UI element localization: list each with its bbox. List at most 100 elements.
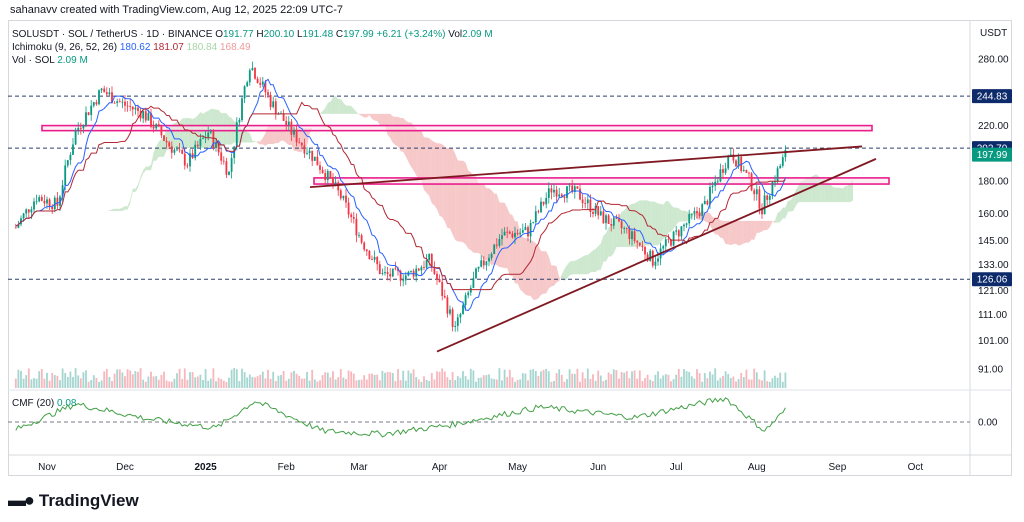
price-label-text: 197.99 — [977, 150, 1008, 161]
candle-body — [298, 142, 301, 144]
upper-trendline — [309, 145, 863, 189]
volume-bar — [124, 376, 126, 388]
candle-body — [165, 140, 168, 143]
volume-bar — [267, 369, 269, 388]
candle-body — [308, 150, 311, 154]
volume-bar — [345, 379, 347, 388]
volume-bar — [121, 372, 124, 388]
cloud-segment — [725, 220, 729, 245]
volume-bar — [131, 374, 134, 388]
cloud-segment — [528, 238, 531, 296]
volume-bar — [553, 380, 555, 388]
candle-body — [360, 235, 363, 243]
change-value: +6.21 (+3.24%) — [376, 29, 446, 40]
cloud-segment — [660, 203, 664, 243]
volume-bar — [696, 369, 698, 388]
tradingview-brand[interactable]: ▬● TradingView — [8, 490, 139, 511]
cmf-legend[interactable]: CMF (20) 0.08 — [12, 398, 76, 409]
candle-body — [397, 268, 399, 272]
candle-body — [126, 105, 129, 107]
volume-bar — [599, 375, 602, 388]
price-legend[interactable]: SOLUSDT · SOL / TetherUS · 1D · BINANCE … — [12, 29, 493, 66]
cmf-label[interactable]: CMF (20) — [12, 398, 55, 409]
candle-body — [568, 185, 571, 187]
y-tick-label: 160.00 — [978, 209, 1009, 220]
volume-bar — [755, 372, 758, 388]
cloud-segment — [127, 199, 131, 210]
candle-body — [579, 188, 581, 200]
x-tick-label: Feb — [278, 462, 296, 473]
cloud-segment — [426, 137, 430, 196]
cloud-segment — [541, 250, 544, 295]
cloud-segment — [520, 233, 523, 292]
volume-bar — [667, 374, 670, 388]
candle-body — [511, 233, 514, 238]
candle-body — [490, 253, 493, 258]
candle-body — [576, 186, 579, 189]
volume-bar — [243, 372, 246, 388]
symbol-label[interactable]: SOLUSDT · SOL / TetherUS · 1D · BINANCE — [12, 29, 213, 40]
cloud-segment — [421, 130, 424, 191]
candle-body — [602, 211, 605, 224]
cloud-segment — [460, 160, 463, 243]
candle-body — [311, 150, 314, 161]
ichimoku-label[interactable]: Ichimoku (9, 26, 52, 26) — [12, 42, 118, 53]
cloud-segment — [637, 200, 640, 248]
candle-body — [776, 168, 779, 182]
volume-bar — [623, 372, 626, 388]
volume-bar — [724, 371, 727, 388]
candle-body — [30, 209, 33, 213]
cloud-segment — [411, 122, 414, 171]
candle-body — [524, 227, 527, 231]
ichimoku-span-b-value: 168.49 — [219, 42, 251, 53]
volume-bar — [194, 377, 197, 388]
x-tick-label: Aug — [748, 462, 766, 473]
volume-bar — [714, 368, 717, 388]
candle-body — [475, 268, 477, 279]
candle-body — [352, 216, 355, 219]
volume-bar — [615, 370, 618, 388]
candle-body — [64, 165, 67, 186]
candle-body — [753, 190, 756, 195]
volume-bar — [768, 381, 771, 388]
cloud-segment — [608, 225, 612, 257]
cloud-segment — [650, 201, 653, 246]
volume-bar — [519, 379, 522, 388]
volume-bar — [701, 381, 704, 388]
cloud-segment — [655, 201, 658, 246]
volume-bar — [321, 375, 324, 388]
volume-bar — [40, 369, 43, 388]
cloud-segment — [603, 233, 606, 262]
high-value: 200.10 — [263, 29, 295, 40]
candle-body — [675, 230, 678, 232]
candle-body — [87, 112, 90, 115]
candle-body — [589, 199, 592, 212]
candle-body — [404, 275, 407, 281]
candle-body — [121, 101, 124, 103]
candle-body — [17, 224, 20, 228]
y-tick-label: 280.00 — [978, 55, 1009, 66]
candle-body — [259, 82, 262, 85]
volume-bar — [462, 371, 464, 388]
volume-bar — [82, 372, 85, 388]
volume-bar — [79, 378, 82, 388]
x-tick-label: 2025 — [194, 462, 217, 473]
candle-body — [732, 154, 735, 161]
volume-bar — [729, 378, 732, 388]
candle-body — [33, 201, 35, 210]
cloud-segment — [567, 261, 570, 279]
volume-bar — [139, 368, 142, 388]
vol-sol-label[interactable]: Vol · SOL — [12, 55, 55, 66]
volume-bar — [157, 379, 160, 388]
candle-body — [134, 107, 137, 110]
candle-body — [267, 92, 269, 96]
cloud-segment — [663, 201, 666, 240]
volume-bar — [30, 379, 33, 388]
volume-bar — [597, 370, 600, 388]
cloud-segment — [444, 146, 448, 228]
cloud-segment — [556, 266, 560, 283]
volume-bar — [186, 379, 189, 388]
volume-bar — [332, 371, 334, 388]
volume-bar — [282, 370, 285, 388]
